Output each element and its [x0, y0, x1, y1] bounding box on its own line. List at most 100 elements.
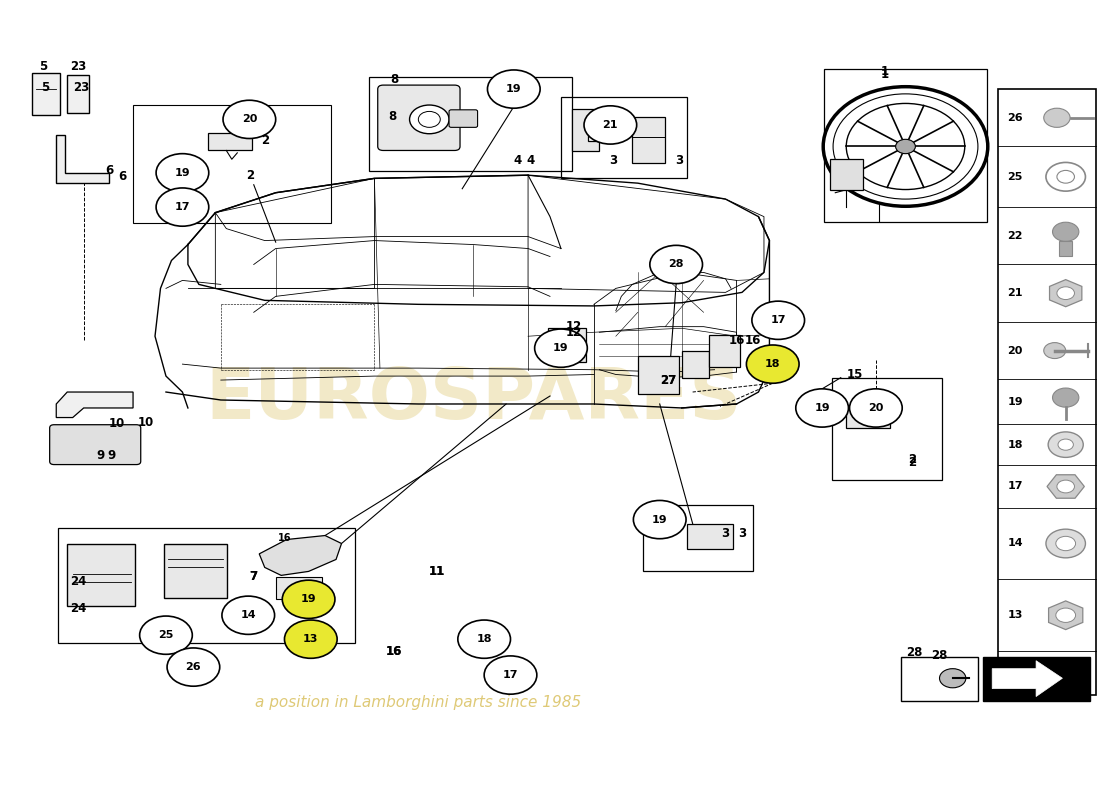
- Polygon shape: [572, 109, 600, 151]
- Text: 3: 3: [609, 154, 618, 167]
- Text: 5: 5: [39, 60, 47, 74]
- Text: 16: 16: [386, 645, 403, 658]
- Text: 1: 1: [881, 68, 889, 82]
- Bar: [208, 133, 252, 150]
- Bar: [824, 69, 987, 222]
- Text: 20: 20: [868, 403, 883, 413]
- Circle shape: [795, 389, 848, 427]
- Text: 6: 6: [104, 164, 113, 177]
- Bar: [632, 117, 666, 163]
- Polygon shape: [1048, 601, 1082, 630]
- Bar: [58, 527, 354, 643]
- Polygon shape: [260, 535, 341, 575]
- Bar: [710, 334, 740, 366]
- Circle shape: [156, 154, 209, 192]
- Bar: [846, 408, 890, 428]
- Circle shape: [535, 329, 587, 367]
- Bar: [901, 657, 978, 701]
- Text: 10: 10: [139, 416, 154, 429]
- Text: 3: 3: [722, 527, 729, 541]
- Text: 12: 12: [566, 320, 582, 333]
- Text: 19: 19: [814, 403, 829, 413]
- Text: 2: 2: [908, 456, 916, 469]
- Text: 27: 27: [660, 374, 676, 386]
- Circle shape: [140, 616, 192, 654]
- Text: 13: 13: [304, 634, 319, 644]
- Text: 9: 9: [96, 450, 104, 462]
- Bar: [133, 105, 331, 223]
- Text: 19: 19: [652, 514, 668, 525]
- Text: 22: 22: [1008, 230, 1023, 241]
- Text: 10: 10: [109, 418, 124, 430]
- Text: a position in Lamborghini parts since 1985: a position in Lamborghini parts since 19…: [255, 695, 582, 710]
- Text: 3: 3: [675, 154, 683, 167]
- Text: 11: 11: [429, 565, 446, 578]
- Bar: [54, 428, 136, 462]
- Bar: [1059, 242, 1072, 256]
- Bar: [368, 77, 572, 171]
- Text: 25: 25: [1008, 172, 1023, 182]
- Circle shape: [1053, 222, 1079, 242]
- Text: 907 01: 907 01: [1012, 702, 1060, 715]
- Text: 19: 19: [175, 168, 190, 178]
- Text: 9: 9: [107, 450, 116, 462]
- Text: 17: 17: [770, 315, 786, 326]
- Text: 24: 24: [70, 575, 87, 588]
- Circle shape: [1056, 608, 1076, 622]
- Text: 20: 20: [1008, 346, 1023, 355]
- Text: 26: 26: [186, 662, 201, 672]
- Circle shape: [650, 246, 703, 284]
- Circle shape: [409, 105, 449, 134]
- FancyBboxPatch shape: [377, 85, 460, 150]
- Text: 19: 19: [553, 343, 569, 353]
- Circle shape: [939, 669, 966, 688]
- Bar: [983, 657, 1090, 701]
- Circle shape: [484, 656, 537, 694]
- Text: 7: 7: [250, 570, 257, 583]
- Text: 27: 27: [660, 374, 676, 386]
- Bar: [67, 543, 135, 606]
- Text: 23: 23: [74, 81, 89, 94]
- Bar: [67, 74, 89, 113]
- Text: 5: 5: [41, 81, 50, 94]
- Text: 2: 2: [908, 454, 916, 466]
- Text: 14: 14: [241, 610, 256, 620]
- Circle shape: [285, 620, 337, 658]
- Circle shape: [1044, 108, 1070, 127]
- Polygon shape: [1047, 474, 1085, 498]
- Text: 18: 18: [764, 359, 781, 369]
- Text: 28: 28: [906, 646, 923, 659]
- Circle shape: [752, 301, 804, 339]
- Bar: [561, 97, 688, 178]
- Circle shape: [1058, 439, 1074, 450]
- Text: 26: 26: [1008, 113, 1023, 122]
- Text: 25: 25: [158, 630, 174, 640]
- Circle shape: [846, 103, 965, 190]
- Text: 16: 16: [728, 334, 745, 346]
- Text: 17: 17: [503, 670, 518, 680]
- Text: 3: 3: [738, 527, 746, 541]
- Bar: [638, 356, 680, 394]
- Circle shape: [1057, 170, 1075, 183]
- Bar: [644, 506, 754, 570]
- Bar: [548, 328, 586, 362]
- Circle shape: [1053, 388, 1079, 407]
- Text: 4: 4: [513, 154, 521, 167]
- Text: 18: 18: [476, 634, 492, 644]
- Text: 28: 28: [932, 649, 948, 662]
- Circle shape: [1056, 536, 1076, 550]
- Text: 19: 19: [300, 594, 317, 604]
- Text: 24: 24: [70, 602, 87, 615]
- Text: 13: 13: [1008, 610, 1023, 620]
- Text: 17: 17: [1008, 482, 1023, 491]
- Text: 7: 7: [250, 570, 257, 583]
- Text: 15: 15: [847, 368, 864, 381]
- Bar: [688, 523, 734, 549]
- Text: 2: 2: [246, 169, 254, 182]
- Circle shape: [849, 389, 902, 427]
- Circle shape: [1044, 342, 1066, 358]
- Circle shape: [1057, 286, 1075, 299]
- Bar: [276, 577, 322, 599]
- Circle shape: [823, 86, 988, 206]
- Text: 28: 28: [669, 259, 684, 270]
